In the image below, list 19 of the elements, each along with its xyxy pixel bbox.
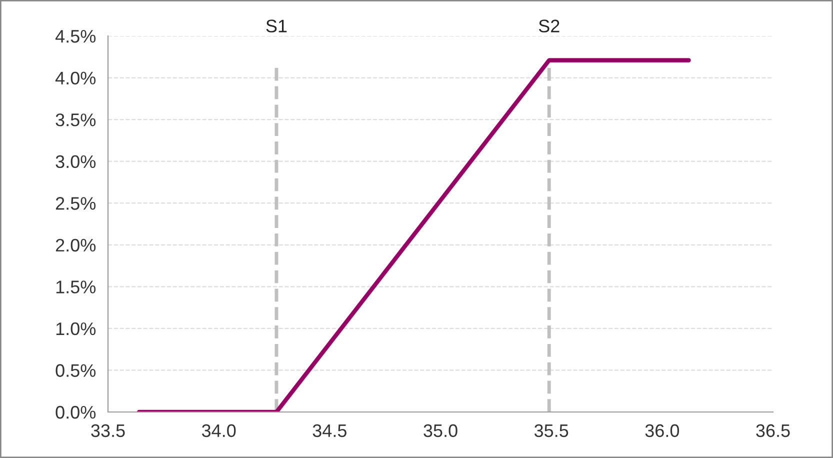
x-tick-label: 35.5: [534, 424, 568, 438]
x-tick-label: 34.0: [202, 424, 236, 438]
x-tick-label: 35.0: [424, 424, 458, 438]
y-tick-label: 1.0%: [56, 322, 96, 336]
ref-line-label: S1: [266, 20, 287, 32]
y-tick-label: 3.5%: [56, 113, 96, 126]
y-tick-label: 1.5%: [56, 280, 96, 294]
x-tick-label: 34.5: [312, 424, 346, 438]
y-tick-label: 0.0%: [56, 406, 96, 419]
y-tick-label: 4.0%: [55, 72, 96, 84]
y-tick-label: 2.5%: [56, 197, 96, 210]
y-tick-label: 0.5%: [56, 364, 96, 377]
ref-line-label: S2: [538, 20, 560, 32]
x-tick-label: 36.5: [756, 424, 790, 438]
y-tick-label: 3.0%: [56, 155, 96, 168]
y-tick-label: 2.0%: [56, 238, 96, 252]
y-tick-label: 4.5%: [55, 30, 96, 43]
x-tick-label: 33.5: [91, 424, 125, 438]
x-tick-label: 36.0: [645, 424, 680, 438]
